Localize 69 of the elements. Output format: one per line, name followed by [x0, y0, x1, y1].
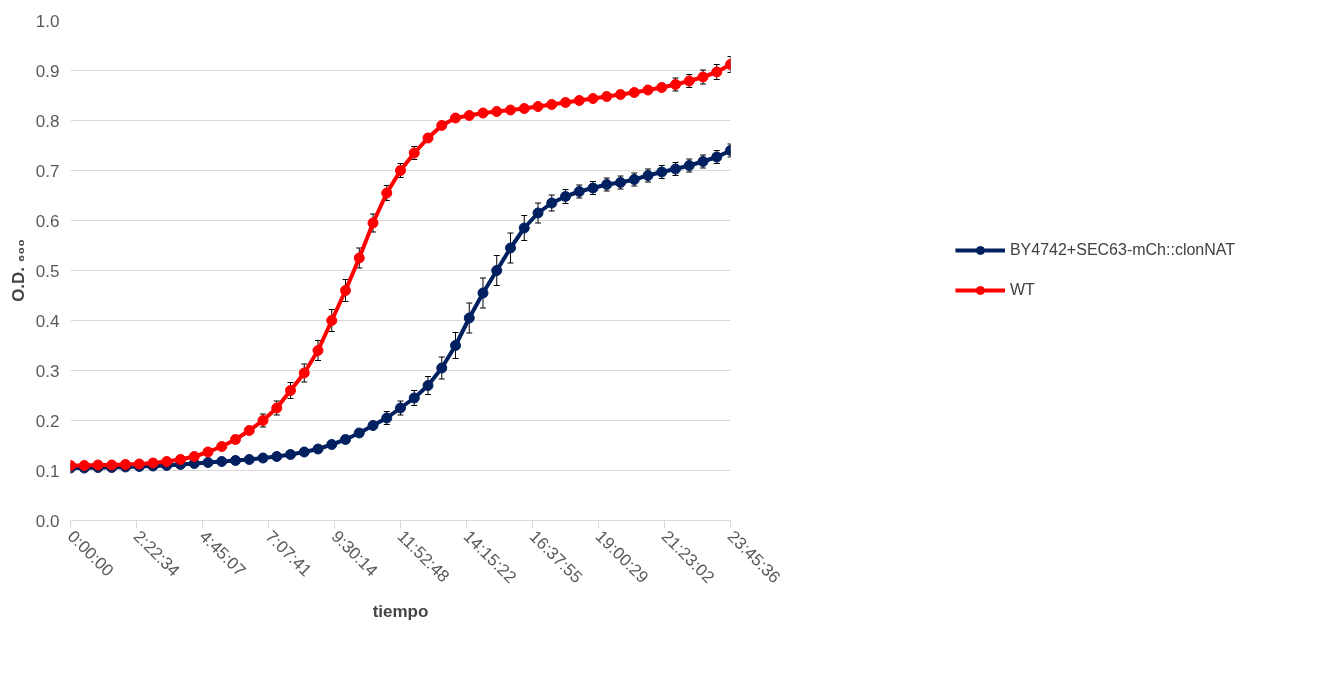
- y-tick-label: 0.4: [35, 311, 60, 331]
- point: [243, 425, 255, 436]
- y-tick-label: 0.9: [35, 61, 60, 81]
- point: [216, 456, 228, 467]
- x-axis-title: tiempo: [372, 601, 429, 621]
- point: [353, 427, 365, 439]
- point: [175, 454, 186, 465]
- point: [202, 457, 214, 468]
- point: [450, 112, 461, 124]
- point: [326, 315, 338, 326]
- point: [532, 207, 544, 219]
- point: [463, 312, 475, 324]
- y-tick-label: 0.5: [35, 261, 60, 281]
- point: [243, 454, 255, 465]
- point: [656, 82, 668, 93]
- point: [422, 132, 434, 144]
- point: [477, 287, 489, 299]
- point: [628, 87, 640, 98]
- point: [422, 380, 434, 391]
- point: [161, 456, 173, 467]
- point: [450, 340, 461, 351]
- point: [505, 104, 516, 116]
- y-tick-label: 0.0: [35, 511, 60, 531]
- point: [546, 99, 558, 110]
- point: [367, 420, 379, 431]
- point: [285, 449, 296, 460]
- point: [491, 106, 503, 117]
- point: [477, 107, 489, 119]
- point: [340, 434, 351, 445]
- y-tick-label: 0.2: [35, 411, 60, 431]
- y-tick-label: 0.8: [35, 111, 60, 131]
- y-tick-label: 0.3: [35, 361, 60, 381]
- point: [587, 93, 599, 104]
- point: [271, 451, 283, 462]
- point: [298, 446, 310, 458]
- point: [298, 367, 310, 379]
- y-tick-label: 0.6: [35, 211, 60, 231]
- point: [601, 91, 613, 102]
- point: [505, 242, 516, 254]
- point: [188, 451, 200, 462]
- legend-label: WT: [1009, 281, 1035, 299]
- point: [491, 265, 503, 276]
- point: [463, 110, 475, 121]
- point: [518, 222, 530, 234]
- point: [216, 441, 228, 452]
- point: [436, 362, 448, 374]
- point: [312, 345, 324, 356]
- point: [326, 439, 338, 450]
- point: [573, 95, 585, 106]
- y-tick-label: 0.1: [35, 461, 60, 481]
- point: [615, 89, 626, 100]
- y-tick-label: 0.7: [35, 161, 60, 181]
- point: [518, 103, 530, 114]
- point: [532, 101, 544, 112]
- legend-label: BY4742+SEC63-mCh::clonNAT: [1009, 241, 1236, 259]
- point: [312, 443, 324, 455]
- point: [230, 434, 241, 445]
- point: [230, 455, 241, 466]
- point: [560, 97, 571, 108]
- point: [340, 285, 351, 296]
- point: [257, 452, 269, 464]
- point: [642, 84, 654, 96]
- point: [546, 197, 558, 209]
- point: [436, 120, 448, 131]
- point: [202, 446, 214, 458]
- y-tick-label: 1.0: [35, 11, 60, 31]
- y-axis-title: O.D. ₆₀₀: [8, 239, 28, 302]
- point: [353, 252, 365, 264]
- point: [367, 217, 379, 229]
